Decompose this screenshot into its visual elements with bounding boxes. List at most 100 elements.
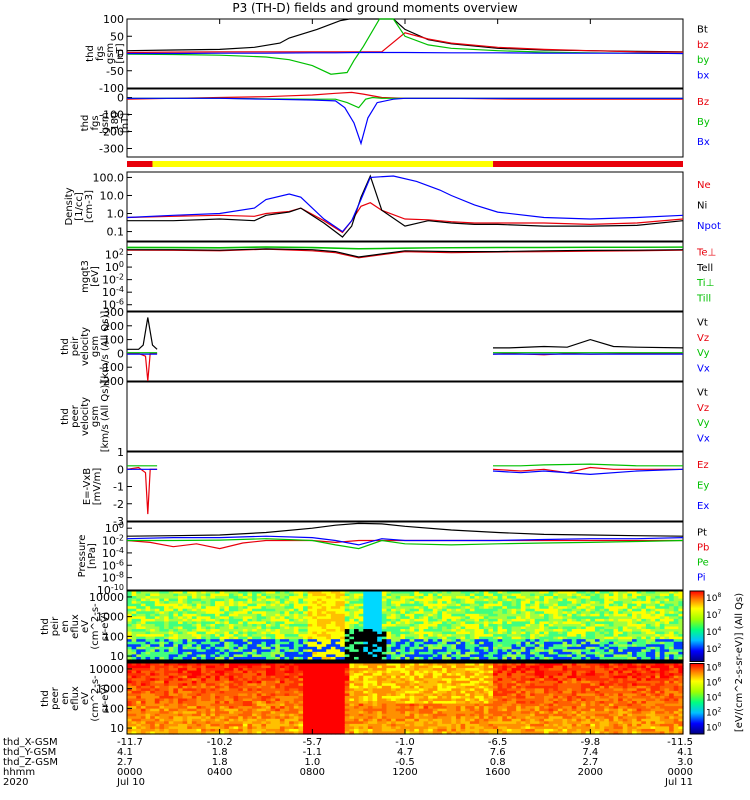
series-line-Ne [126,202,684,234]
heatmap-cell [608,616,615,620]
heatmap-cell [321,593,327,597]
heatmap-cell [173,690,179,695]
heatmap-cell [228,603,235,607]
heatmap-cell [219,706,225,710]
heatmap-cell [131,698,137,702]
heatmap-cell [164,678,170,682]
heatmap-cell [594,598,601,602]
heatmap-cell [164,626,170,630]
heatmap-cell [557,636,564,640]
heatmap-cell [363,651,369,655]
heatmap-cell [159,726,165,730]
heatmap-cell [386,606,392,610]
heatmap-cell [483,616,489,620]
heatmap-cell [428,603,434,607]
heatmap-cell [474,639,480,643]
heatmap-cell [136,596,142,600]
heatmap-cell [636,639,642,643]
heatmap-cell [159,649,165,653]
heatmap-cell [196,601,202,605]
heatmap-cell [145,723,151,727]
heatmap-cell [261,726,267,730]
legend-Tell: Tell [696,263,713,274]
heatmap-cell [493,629,499,633]
heatmap-cell [228,685,235,689]
heatmap-cell [418,606,425,610]
heatmap-cell [219,641,225,645]
heatmap-cell [275,670,281,674]
heatmap-cell [400,591,406,595]
heatmap-cell [437,616,443,620]
heatmap-cell [618,598,624,602]
heatmap-cell [409,636,415,640]
heatmap-cell [154,693,161,697]
heatmap-cell [344,626,350,630]
heatmap-cell [354,708,360,712]
heatmap-cell [279,598,286,602]
heatmap-cell [604,629,610,633]
heatmap-cell [293,718,300,722]
heatmap-cell [289,644,295,648]
heatmap-cell [261,634,267,638]
heatmap-cell [140,623,147,628]
heatmap-cell [650,618,656,623]
heatmap-cell [655,659,661,663]
heatmap-cell [191,703,198,707]
heatmap-cell [497,611,503,615]
heatmap-cell [159,670,165,674]
heatmap-cell [326,665,332,669]
heatmap-cell [516,634,522,638]
heatmap-cell [256,634,262,638]
heatmap-cell [511,631,517,635]
heatmap-cell [599,591,605,595]
heatmap-cell [479,649,485,653]
heatmap-cell [266,675,272,679]
heatmap-cell [238,665,244,669]
heatmap-cell [632,634,638,638]
heatmap-cell [131,654,137,658]
heatmap-cell [590,593,596,597]
heatmap-cell [530,598,536,602]
heatmap-cell [131,675,137,679]
heatmap-cell [432,606,439,610]
heatmap-cell [465,631,471,635]
heatmap-cell [159,728,165,733]
heatmap-cell [414,641,420,645]
heatmap-cell [201,726,207,730]
heatmap-cell [177,623,184,628]
heatmap-cell [613,613,619,617]
heatmap-cell [312,656,318,661]
heatmap-cell [210,639,216,643]
heatmap-cell [270,608,276,612]
heatmap-cell [321,665,327,669]
heatmap-cell [493,601,499,605]
heatmap-cell [256,678,262,682]
heatmap-cell [636,623,642,628]
heatmap-cell [641,659,647,663]
heatmap-cell [553,651,559,655]
heatmap-cell [636,618,642,623]
heatmap-cell [168,631,174,635]
heatmap-cell [136,716,142,720]
heatmap-cell [136,601,142,605]
heatmap-cell [316,675,323,679]
heatmap-cell [182,603,188,607]
heatmap-cell [298,626,304,630]
heatmap-cell [326,678,332,682]
heatmap-cell [261,639,267,643]
heatmap-cell [636,608,642,612]
heatmap-cell [140,721,147,725]
heatmap-cell [423,606,429,610]
heatmap-cell [423,611,429,615]
heatmap-cell [618,618,624,623]
heatmap-cell [363,701,369,705]
heatmap-cell [673,598,679,602]
heatmap-cell [173,646,179,650]
heatmap-cell [233,611,239,615]
heatmap-cell [191,690,198,695]
heatmap-cell [599,639,605,643]
heatmap-cell [442,621,448,625]
heatmap-cell [228,613,235,617]
heatmap-cell [219,608,225,612]
heatmap-cell [252,623,258,628]
